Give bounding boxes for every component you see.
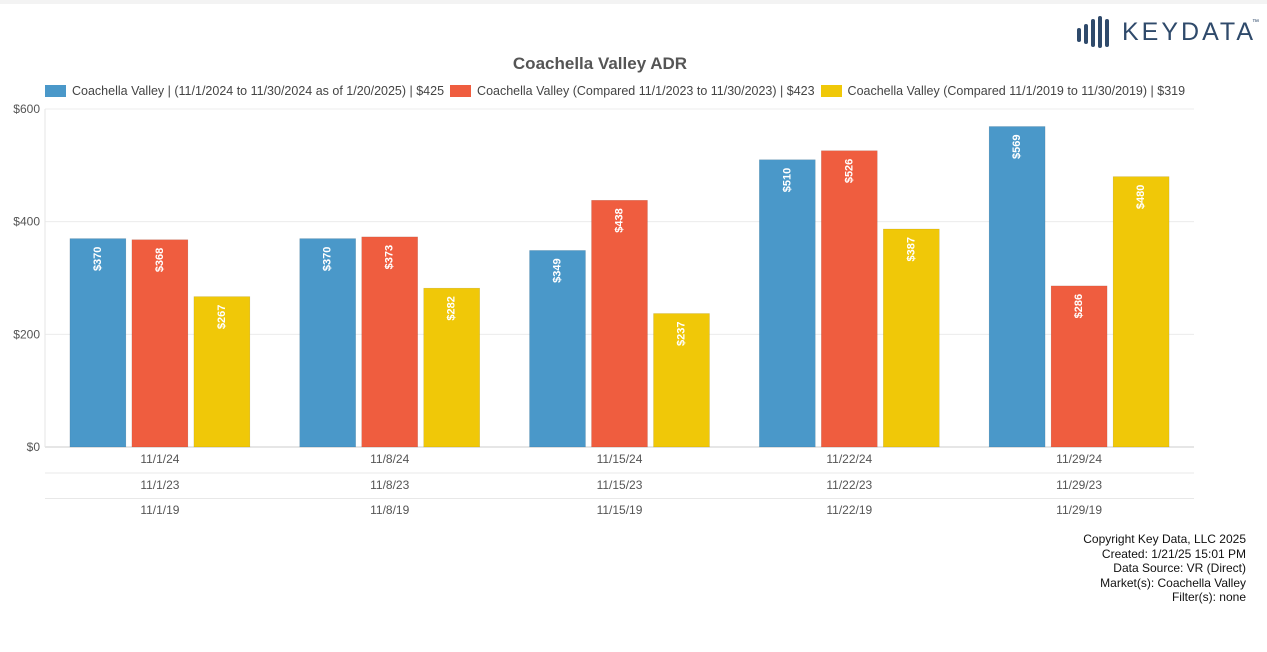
footer-source: Data Source: VR (Direct) (1113, 561, 1246, 575)
legend-item-2024[interactable]: Coachella Valley | (11/1/2024 to 11/30/2… (45, 84, 444, 98)
bar-data-label: $349 (552, 258, 564, 282)
bar-data-label: $438 (614, 208, 626, 232)
bar-series-1-11/8/24 (361, 236, 418, 448)
adr-bar-chart: $0 $200 $400 $600 $370 $368 $267 $370 $373 $282 $3… (13, 102, 1194, 517)
bar-series-2-11/15/24 (653, 313, 710, 448)
bar-series-1-11/15/24 (591, 200, 648, 448)
footer-created: Created: 1/21/25 15:01 PM (1101, 546, 1246, 561)
bar-series-0-11/15/24 (529, 250, 586, 448)
x-tick-label: 11/8/19 (370, 503, 409, 517)
bar-data-label: $370 (322, 247, 334, 271)
report-footer: Copyright Key Data, LLC 2025 Created: 1/… (1083, 532, 1246, 605)
x-tick-label: 11/22/23 (826, 478, 872, 492)
y-tick-label: $600 (13, 102, 40, 116)
keydata-logo: KEYDATA ™ (1076, 14, 1266, 50)
top-bar (0, 0, 1267, 4)
bar-data-label: $267 (216, 305, 228, 329)
x-tick-label: 11/1/24 (140, 452, 179, 466)
bar-series-0-11/22/24 (759, 159, 816, 448)
bar-data-label: $370 (92, 247, 104, 271)
x-tick-label: 11/8/24 (370, 452, 409, 466)
x-tick-label: 11/22/24 (826, 452, 872, 466)
x-tick-label: 11/29/19 (1056, 503, 1102, 517)
x-tick-label: 11/15/23 (597, 478, 643, 492)
bar-data-label: $282 (446, 296, 458, 320)
x-tick-label: 11/15/24 (597, 452, 643, 466)
bar-data-label: $286 (1073, 294, 1085, 318)
logo-text: KEYDATA (1122, 18, 1256, 46)
legend-item-2019[interactable]: Coachella Valley (Compared 11/1/2019 to … (820, 84, 1186, 98)
bar-data-label: $510 (781, 168, 793, 192)
footer-copyright: Copyright Key Data, LLC 2025 (1083, 532, 1246, 546)
legend-swatch-2019 (820, 85, 842, 97)
bar-series-1-11/29/24 (1050, 285, 1108, 448)
logo-trademark: ™ (1252, 19, 1259, 26)
bar-series-0-11/29/24 (988, 126, 1046, 448)
x-tick-label: 11/15/19 (597, 503, 643, 517)
legend-label-2024: Coachella Valley | (11/1/2024 to 11/30/2… (72, 84, 445, 98)
chart-title: Coachella Valley ADR (512, 54, 688, 73)
bar-series-2-11/1/24 (193, 296, 251, 448)
bar-data-label: $368 (154, 248, 166, 272)
y-tick-label: $200 (13, 327, 40, 341)
legend-swatch-2023 (450, 85, 472, 97)
footer-filters: Filter(s): none (1171, 590, 1246, 604)
bar-data-label: $237 (676, 321, 688, 345)
bar-data-label: $373 (384, 245, 396, 269)
bar-series-1-11/1/24 (131, 239, 189, 448)
legend-item-2023[interactable]: Coachella Valley (Compared 11/1/2023 to … (450, 84, 815, 98)
y-tick-label: $0 (27, 440, 41, 454)
bar-series-2-11/8/24 (423, 287, 480, 448)
x-tick-label: 11/29/23 (1056, 478, 1102, 492)
y-tick-label: $400 (13, 215, 40, 229)
bar-series-0-11/1/24 (69, 238, 127, 448)
bar-data-label: $569 (1011, 134, 1023, 158)
bar-series-2-11/22/24 (883, 228, 940, 448)
bar-series-1-11/22/24 (821, 150, 878, 448)
x-tick-label: 11/8/23 (370, 478, 409, 492)
x-tick-label: 11/1/23 (140, 478, 179, 492)
chart-legend: Coachella Valley | (11/1/2024 to 11/30/2… (45, 82, 1255, 100)
bar-data-label: $526 (843, 159, 855, 183)
x-tick-label: 11/29/24 (1056, 452, 1102, 466)
logo-bars-icon (1077, 16, 1109, 48)
x-tick-label: 11/1/19 (140, 503, 179, 517)
bar-data-label: $480 (1135, 185, 1147, 209)
legend-label-2019: Coachella Valley (Compared 11/1/2019 to … (847, 84, 1186, 98)
footer-markets: Market(s): Coachella Valley (1100, 575, 1246, 590)
x-tick-label: 11/22/19 (826, 503, 872, 517)
legend-swatch-2024 (45, 85, 66, 97)
bar-series-0-11/8/24 (299, 238, 356, 448)
bar-data-label: $387 (905, 237, 917, 261)
bar-series-2-11/29/24 (1112, 176, 1170, 448)
legend-label-2023: Coachella Valley (Compared 11/1/2023 to … (477, 84, 815, 98)
